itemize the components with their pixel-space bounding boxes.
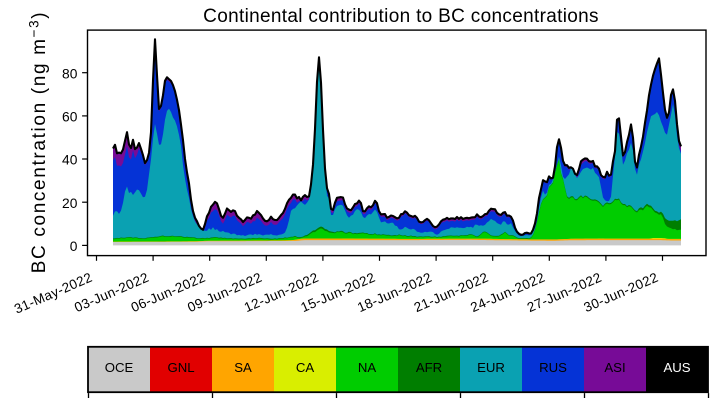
svg-text:20: 20: [62, 196, 78, 211]
svg-text:NA: NA: [358, 360, 377, 375]
svg-text:60: 60: [62, 110, 78, 125]
svg-text:OCE: OCE: [105, 360, 134, 375]
svg-text:ASI: ASI: [604, 360, 625, 375]
svg-text:CA: CA: [296, 360, 315, 375]
svg-text:BC concentration (ng m−3): BC concentration (ng m−3): [26, 11, 50, 274]
svg-text:RUS: RUS: [539, 360, 567, 375]
svg-text:EUR: EUR: [477, 360, 505, 375]
svg-text:Continental contribution to BC: Continental contribution to BC concentra…: [203, 6, 599, 27]
svg-text:SA: SA: [234, 360, 252, 375]
svg-text:80: 80: [62, 66, 78, 81]
svg-text:0: 0: [70, 239, 78, 254]
svg-text:GNL: GNL: [167, 360, 194, 375]
svg-text:AUS: AUS: [663, 360, 690, 375]
svg-text:AFR: AFR: [416, 360, 442, 375]
svg-text:40: 40: [62, 153, 78, 168]
